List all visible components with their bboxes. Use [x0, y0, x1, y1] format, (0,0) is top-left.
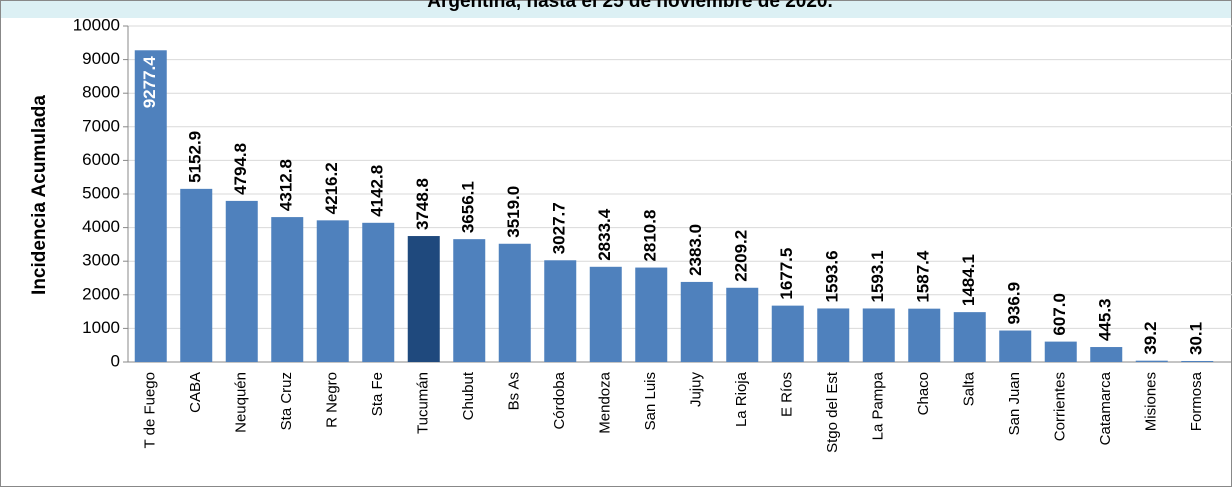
y-tick-label: 5000: [82, 183, 120, 202]
value-label: 1587.4: [914, 250, 933, 303]
value-label: 1677.5: [777, 248, 796, 300]
bar: [453, 239, 486, 362]
x-tick-label: R Negro: [324, 372, 341, 428]
bar: [362, 222, 395, 362]
x-tick-label: La Rioja: [733, 371, 750, 427]
y-tick-label: 3000: [82, 251, 120, 270]
y-axis-label: Incidencia Acumulada: [29, 95, 50, 295]
x-tick-label: Sta Cruz: [278, 372, 295, 430]
x-tick-label: Chubut: [460, 371, 477, 420]
y-tick-label: 9000: [82, 49, 120, 68]
bar: [635, 267, 668, 362]
x-tick-label: Catamarca: [1097, 371, 1114, 445]
y-tick-label: 6000: [82, 150, 120, 169]
bar: [771, 305, 804, 362]
y-tick-label: 1000: [82, 318, 120, 337]
bar: [1090, 347, 1123, 362]
value-label: 9277.4: [140, 56, 159, 109]
x-tick-label: Misiones: [1143, 372, 1160, 431]
x-tick-label: Tucumán: [415, 372, 432, 434]
x-tick-label: San Juan: [1006, 372, 1023, 435]
x-tick-label: Córdoba: [551, 371, 568, 429]
bar: [999, 330, 1032, 362]
x-tick-label: Stgo del Est: [824, 371, 841, 453]
value-label: 2383.0: [686, 224, 705, 276]
bar: [498, 243, 531, 362]
bar: [544, 260, 577, 362]
bar: [1181, 360, 1214, 362]
bar: [680, 281, 713, 362]
x-tick-label: Corrientes: [1052, 372, 1069, 441]
chart-title: Argentina, hasta el 25 de noviembre de 2…: [427, 0, 833, 12]
y-tick-label: 0: [111, 351, 120, 370]
value-label: 2833.4: [595, 208, 614, 261]
y-tick-label: 8000: [82, 83, 120, 102]
bar: [407, 236, 440, 362]
value-label: 4312.8: [277, 159, 296, 211]
y-tick-label: 10000: [73, 15, 120, 34]
value-label: 4794.8: [231, 143, 250, 195]
bar: [726, 287, 759, 362]
bar: [180, 188, 213, 362]
bar: [1135, 360, 1168, 362]
y-tick-label: 4000: [82, 217, 120, 236]
value-label: 3656.1: [459, 181, 478, 233]
value-label: 445.3: [1096, 298, 1115, 341]
title-band: [0, 0, 1232, 18]
value-label: 607.0: [1050, 293, 1069, 336]
bar: [316, 220, 349, 362]
value-label: 4142.8: [368, 165, 387, 217]
bar: [1044, 341, 1077, 362]
x-tick-label: San Luis: [642, 372, 659, 430]
x-tick-label: Bs As: [506, 372, 523, 410]
y-tick-label: 2000: [82, 284, 120, 303]
x-tick-label: Chaco: [915, 372, 932, 415]
value-label: 5152.9: [186, 131, 205, 183]
x-tick-label: Mendoza: [597, 371, 614, 433]
value-label: 3027.7: [550, 202, 569, 254]
bar: [953, 312, 986, 362]
value-label: 1593.6: [823, 250, 842, 302]
bar: [225, 200, 258, 362]
value-label: 4216.2: [322, 162, 341, 214]
value-label: 2209.2: [732, 230, 751, 282]
y-tick-label: 7000: [82, 116, 120, 135]
value-label: 30.1: [1187, 322, 1206, 355]
bar: [908, 308, 941, 362]
bar: [589, 266, 622, 362]
x-tick-label: Neuquén: [233, 372, 250, 433]
x-tick-label: La Pampa: [870, 371, 887, 440]
x-tick-label: Formosa: [1188, 371, 1205, 431]
value-label: 3519.0: [504, 186, 523, 238]
value-label: 936.9: [1005, 282, 1024, 325]
x-tick-label: Sta Fe: [369, 372, 386, 416]
bar: [817, 308, 850, 362]
value-label: 1484.1: [959, 254, 978, 306]
x-tick-label: T de Fuego: [142, 372, 159, 448]
x-tick-label: E Ríos: [779, 372, 796, 417]
value-label: 3748.8: [413, 178, 432, 230]
x-tick-label: Jujuy: [688, 372, 705, 408]
value-label: 1593.1: [868, 250, 887, 302]
value-label: 2810.8: [641, 210, 660, 262]
x-tick-label: Salta: [961, 371, 978, 406]
value-label: 39.2: [1141, 322, 1160, 355]
bar: [271, 217, 304, 362]
bar: [134, 50, 167, 363]
bar: [862, 308, 895, 362]
x-tick-label: CABA: [187, 372, 204, 413]
